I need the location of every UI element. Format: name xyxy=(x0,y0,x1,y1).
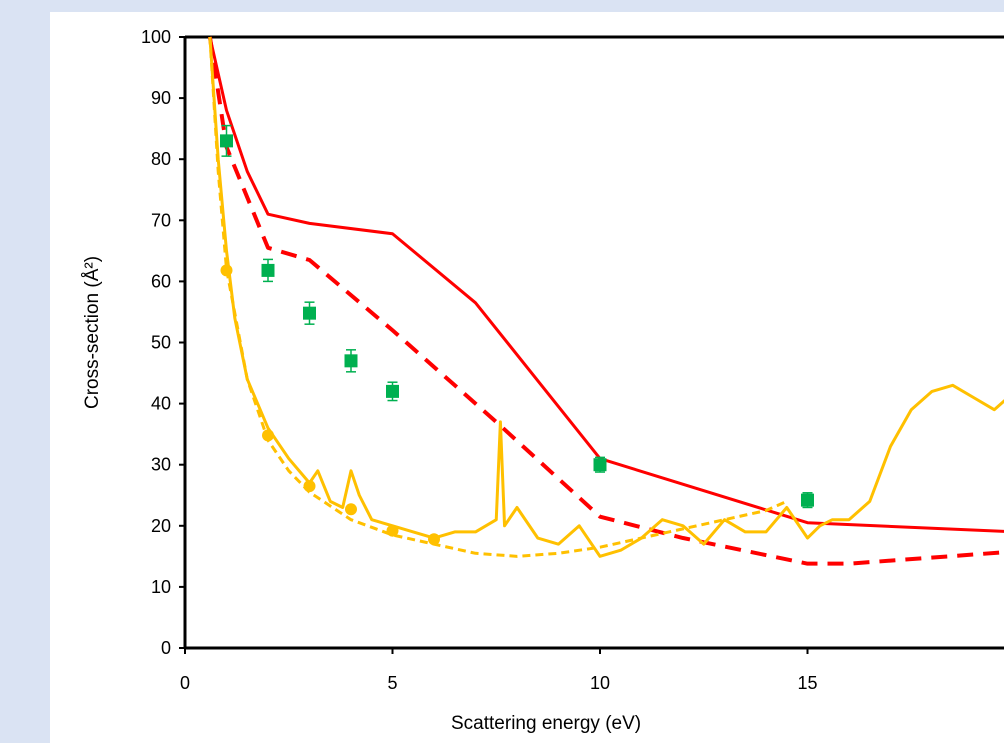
gold-data-point xyxy=(220,264,233,277)
gold-data-point xyxy=(386,524,399,537)
green-data-point xyxy=(801,493,814,507)
y-tick-label: 100 xyxy=(141,27,171,47)
y-tick-label: 60 xyxy=(151,271,171,291)
x-axis-title: Scattering energy (eV) xyxy=(451,713,641,734)
green-data-point xyxy=(261,263,275,277)
gold-data-point xyxy=(428,533,440,546)
x-tick-label: 15 xyxy=(797,673,817,693)
chart-panel: 0 10 20 30 40 50 60 70 80 90 100 0 5 10 15 Scattering … xyxy=(50,12,1004,743)
y-tick-label: 0 xyxy=(161,638,171,658)
green-data-point xyxy=(386,384,399,398)
y-tick-label: 90 xyxy=(151,88,171,108)
red-solid-line xyxy=(208,36,1004,533)
gold-data-point xyxy=(303,480,316,493)
y-tick-label: 50 xyxy=(151,333,171,353)
green-data-point xyxy=(220,134,233,148)
chart: 0 10 20 30 40 50 60 70 80 90 100 0 5 10 15 Scattering … xyxy=(82,27,1004,734)
gold-solid-line xyxy=(208,36,1004,558)
gold-data-point xyxy=(345,503,357,516)
y-axis-title: Cross-section (Å²) xyxy=(82,256,103,409)
green-data-point xyxy=(344,354,358,368)
y-tick-label: 70 xyxy=(151,210,171,230)
y-tick-label: 40 xyxy=(151,394,171,414)
green-data-point xyxy=(303,306,316,320)
y-tick-label: 30 xyxy=(151,455,171,475)
x-tick-label: 0 xyxy=(180,673,190,693)
ticks-layer: 0 10 20 30 40 50 60 70 80 90 100 0 5 10 15 xyxy=(141,27,818,693)
plot-frame xyxy=(183,35,1004,650)
series-layer xyxy=(207,36,1004,566)
gold-data-point xyxy=(262,429,274,442)
green-data-point xyxy=(593,458,607,472)
y-tick-label: 20 xyxy=(151,516,171,536)
x-tick-label: 5 xyxy=(387,673,397,693)
y-tick-label: 80 xyxy=(151,149,171,169)
x-tick-label: 10 xyxy=(590,673,610,693)
red-dashed-line xyxy=(207,36,1004,566)
y-tick-label: 10 xyxy=(151,577,171,597)
